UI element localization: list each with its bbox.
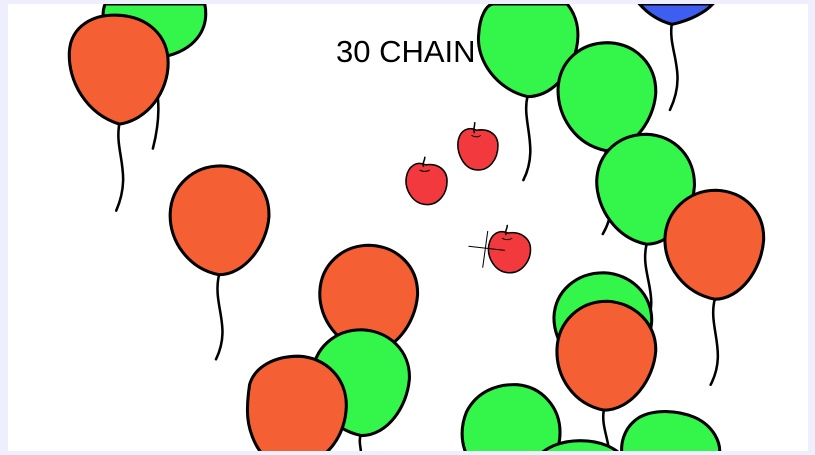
balloon-green[interactable]	[536, 439, 626, 451]
apple[interactable]	[487, 224, 532, 274]
balloon-green[interactable]	[556, 41, 658, 153]
apple[interactable]	[405, 156, 448, 206]
apple[interactable]	[457, 121, 499, 171]
play-area[interactable]: 30 CHAIN	[8, 4, 808, 451]
balloon-orange[interactable]	[663, 188, 766, 301]
balloon-orange[interactable]	[168, 164, 271, 277]
balloon-orange[interactable]	[67, 13, 170, 126]
game-scene[interactable]	[8, 4, 808, 451]
balloon-green[interactable]	[460, 383, 562, 451]
balloon-string	[601, 408, 611, 451]
balloon-blue[interactable]	[637, 4, 715, 26]
crosshair-cursor	[468, 230, 506, 268]
balloon-string	[114, 122, 125, 212]
balloon-string	[668, 21, 679, 112]
balloon-string	[709, 297, 720, 386]
balloon-green[interactable]	[620, 410, 722, 451]
balloon-orange[interactable]	[555, 299, 658, 412]
balloon-string	[214, 273, 224, 361]
balloon-orange[interactable]	[318, 243, 420, 354]
balloon-string	[522, 95, 532, 182]
balloon-orange[interactable]	[246, 354, 348, 451]
chain-counter: 30 CHAIN	[336, 34, 476, 69]
